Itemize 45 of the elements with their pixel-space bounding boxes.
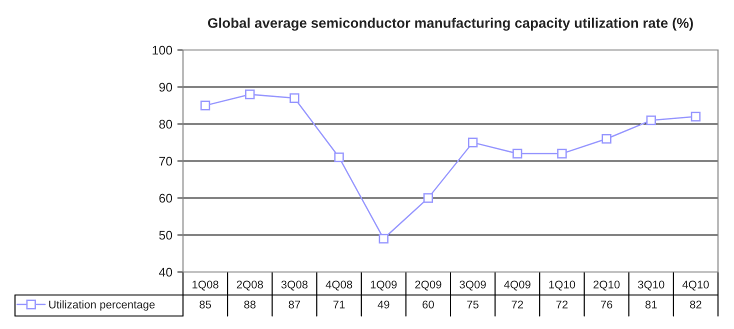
chart-title: Global average semiconductor manufacturing capacity utilization rate (%) (208, 18, 693, 31)
x-tick-label: 4Q10 (682, 280, 709, 290)
data-label: 49 (378, 300, 390, 308)
x-tick-label: 4Q08 (326, 280, 352, 290)
point (245, 90, 255, 100)
point (290, 93, 300, 103)
data-label: 85 (200, 300, 212, 308)
point (468, 138, 478, 148)
data-label: 87 (288, 300, 300, 308)
data-label: 81 (645, 300, 657, 308)
x-tick-label: 4Q09 (504, 280, 530, 290)
x-tick-label: 1Q09 (370, 280, 397, 290)
x-tick-label: 3Q10 (638, 280, 664, 290)
point (200, 100, 210, 110)
x-tick-label: 3Q09 (460, 280, 486, 290)
data-label: 88 (244, 300, 256, 308)
y-tick-label: 80 (159, 120, 172, 129)
y-tick-label: 90 (159, 82, 172, 92)
data-label: 60 (422, 300, 434, 308)
data-label: 72 (556, 300, 568, 308)
point (334, 152, 344, 162)
point (512, 148, 522, 158)
point (690, 112, 701, 122)
point (378, 234, 388, 244)
legend-label: Utilization percentage (49, 300, 155, 311)
data-label: 76 (600, 300, 612, 308)
point (602, 134, 612, 144)
data-label: 82 (690, 300, 702, 308)
data-label: 71 (333, 300, 345, 308)
y-tick-label: 40 (158, 268, 172, 277)
y-tick-label: 50 (159, 230, 172, 240)
x-tick-label: 1Q10 (549, 280, 576, 290)
x-tick-label: 2Q08 (236, 280, 263, 290)
point (423, 193, 434, 203)
x-tick-label: 2Q09 (415, 280, 442, 290)
x-tick-label: 2Q10 (594, 280, 620, 290)
y-tick-label: 100 (152, 46, 172, 55)
data-label: 75 (467, 300, 479, 308)
point (646, 115, 656, 126)
y-tick-label: 60 (159, 194, 172, 203)
y-tick-label: 70 (159, 156, 172, 166)
point (557, 148, 567, 158)
x-tick-label: 3Q08 (281, 280, 308, 290)
x-tick-label: 1Q08 (192, 280, 218, 290)
data-label: 72 (512, 300, 523, 308)
